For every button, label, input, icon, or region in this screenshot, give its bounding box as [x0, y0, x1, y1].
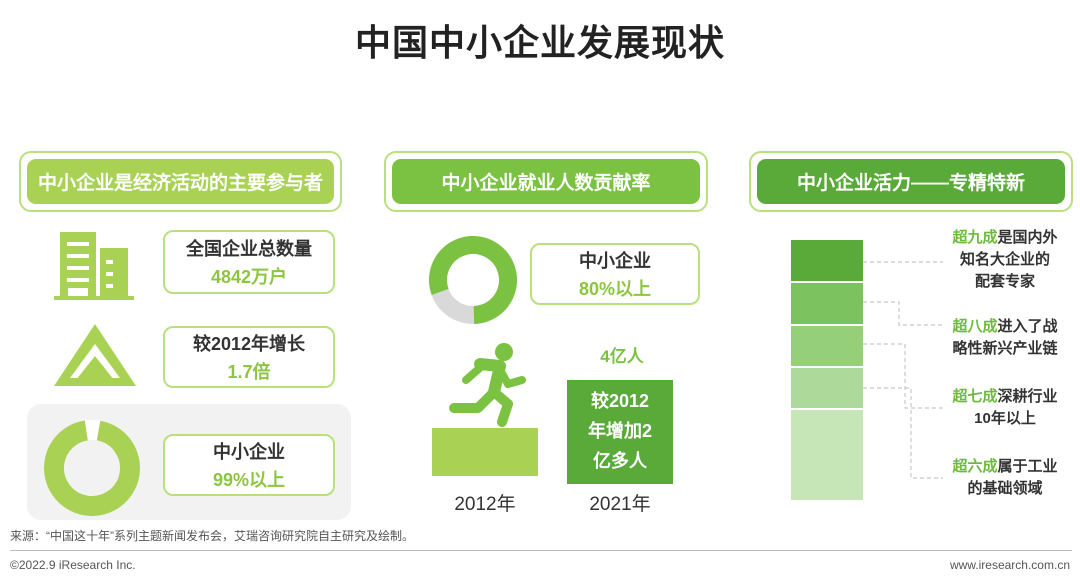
stat-value: 80%以上 — [578, 279, 652, 299]
stat-value: 1.7倍 — [227, 362, 271, 382]
block-level-3 — [791, 326, 863, 368]
label-80: 超八成进入了战 略性新兴产业链 — [940, 316, 1070, 360]
label-70: 超七成深耕行业 10年以上 — [940, 386, 1070, 430]
stat-value: 99%以上 — [212, 470, 286, 490]
col3-header-label: 中小企业活力——专精特新 — [757, 159, 1065, 204]
stat-sme-share: 中小企业 99%以上 — [163, 434, 335, 496]
stat-growth: 较2012年增长 1.7倍 — [163, 326, 335, 388]
label-text: 知名大企业的 — [959, 251, 1050, 268]
col1-header: 中小企业是经济活动的主要参与者 — [19, 151, 342, 212]
stat-value: 4842万户 — [210, 267, 288, 287]
label-text: 10年以上 — [974, 410, 1036, 427]
stat-label: 全国企业总数量 — [186, 239, 312, 259]
year-label-2012: 2012年 — [454, 494, 516, 515]
label-text: 进入了战 — [997, 318, 1058, 335]
block-level-4 — [791, 368, 863, 410]
col2-header: 中小企业就业人数贡献率 — [384, 151, 708, 212]
col3-header: 中小企业活力——专精特新 — [749, 151, 1073, 212]
site-url: www.iresearch.com.cn — [949, 558, 1070, 572]
label-text: 是国内外 — [997, 229, 1058, 246]
copyright: ©2022.9 iResearch Inc. — [10, 558, 136, 572]
footer-divider — [10, 550, 1072, 551]
stat-label: 中小企业 — [579, 251, 651, 271]
bar-top-label: 4亿人 — [600, 347, 644, 366]
label-highlight: 超九成 — [952, 229, 998, 246]
label-text: 配套专家 — [974, 273, 1035, 290]
col1-header-label: 中小企业是经济活动的主要参与者 — [27, 159, 334, 204]
stat-label: 较2012年增长 — [192, 334, 306, 354]
building-icon — [54, 232, 134, 300]
label-text: 属于工业 — [997, 458, 1058, 475]
stacked-block — [791, 240, 863, 500]
label-90: 超九成是国内外 知名大企业的 配 配套专家 — [940, 227, 1070, 293]
page-title: 中国中小企业发展现状 — [354, 22, 725, 63]
label-highlight: 超六成 — [952, 458, 998, 475]
col2-header-label: 中小企业就业人数贡献率 — [392, 159, 700, 204]
label-60: 超六成属于工业 的基础领域 — [940, 456, 1070, 500]
stat-employment: 中小企业 80%以上 — [530, 243, 700, 305]
label-text: 略性新兴产业链 — [952, 340, 1058, 357]
label-text: 深耕行业 — [997, 388, 1058, 405]
donut-80-icon — [429, 236, 517, 324]
bar-text-line: 亿多人 — [593, 451, 647, 471]
block-level-1 — [791, 240, 863, 283]
bar-text-line: 较2012 — [590, 391, 650, 411]
bar-2021: 较2012 年增加2 亿多人 — [567, 380, 673, 484]
label-text: 的基础领域 — [967, 480, 1043, 497]
donut-99-icon — [44, 420, 140, 516]
block-level-5 — [791, 410, 863, 500]
stat-label: 中小企业 — [213, 442, 285, 462]
label-highlight: 超七成 — [952, 388, 998, 405]
block-level-2 — [791, 283, 863, 326]
stat-total-enterprises: 全国企业总数量 4842万户 — [163, 230, 335, 294]
connector-lines — [863, 261, 943, 479]
running-person-icon — [449, 343, 526, 427]
year-label-2021: 2021年 — [589, 494, 651, 515]
label-highlight: 超八成 — [952, 318, 998, 335]
bar-text-line: 年增加2 — [587, 421, 652, 441]
source-note: 来源：“中国这十年”系列主题新闻发布会，艾瑞咨询研究院自主研究及绘制。 — [10, 529, 414, 543]
mountain-icon — [54, 324, 136, 386]
bar-2012 — [432, 428, 538, 476]
